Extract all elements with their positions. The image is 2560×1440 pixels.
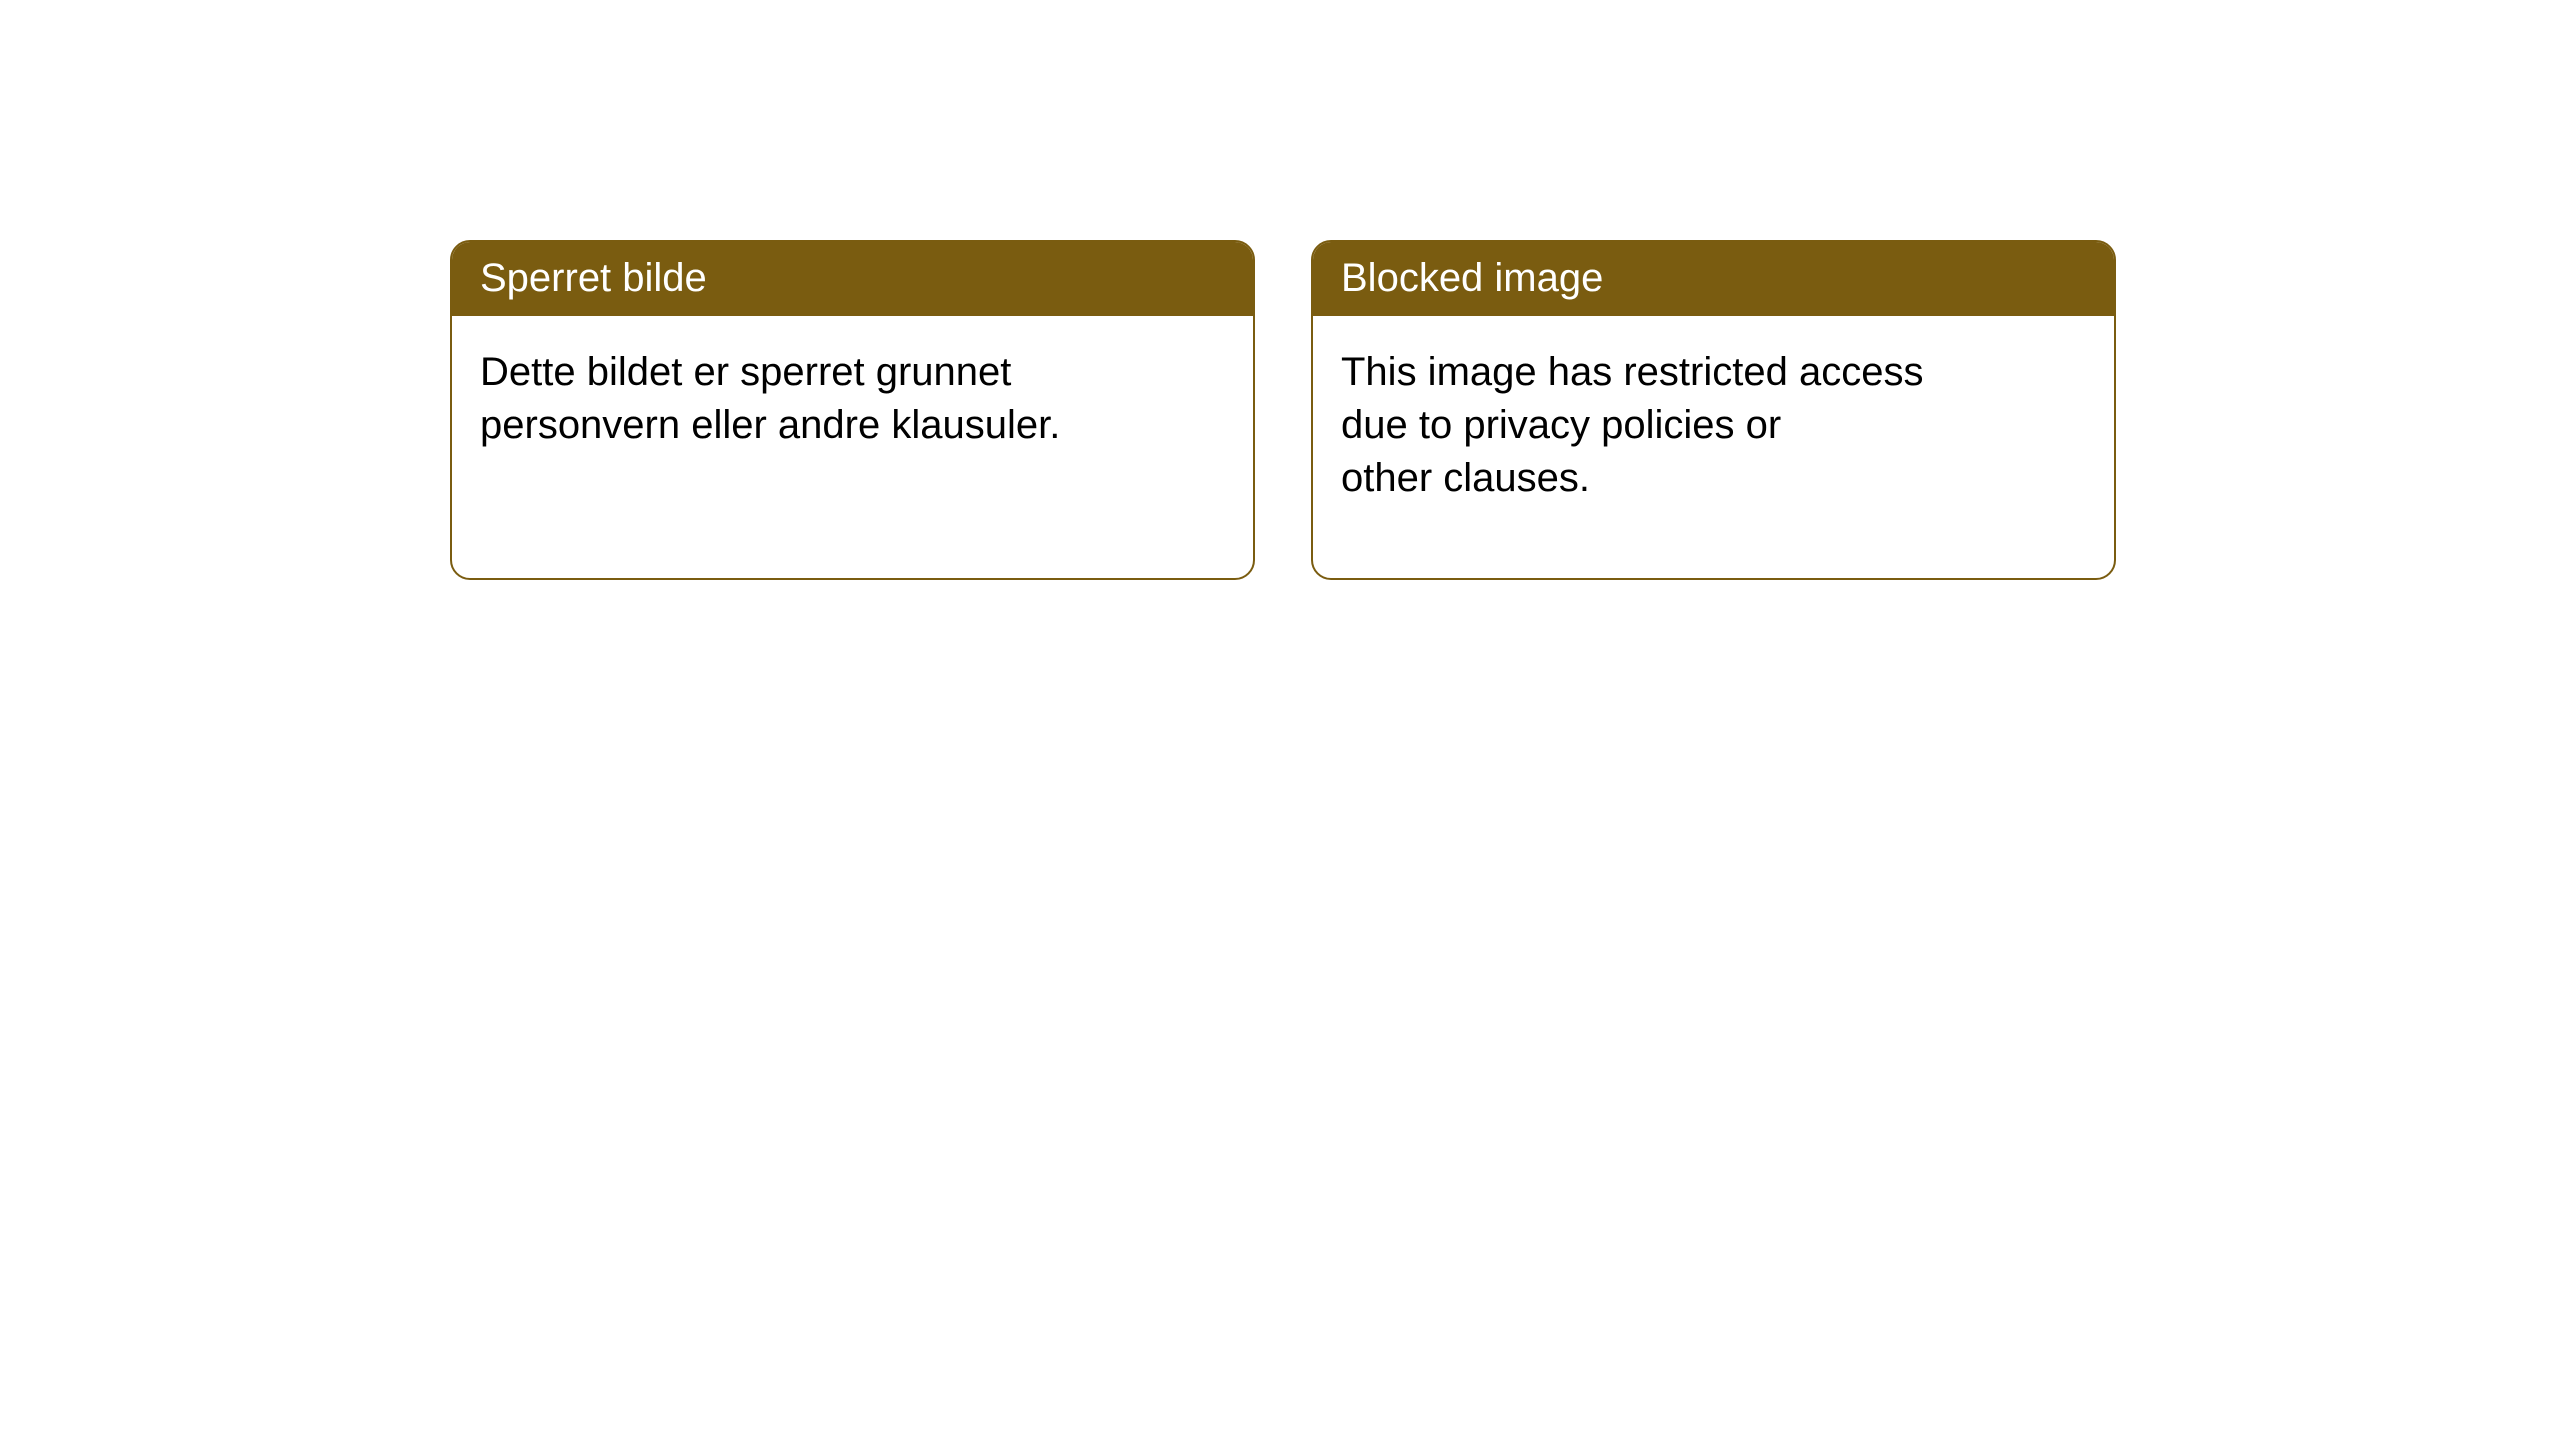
notice-header: Blocked image — [1313, 242, 2114, 316]
notice-header: Sperret bilde — [452, 242, 1253, 316]
notice-card-norwegian: Sperret bilde Dette bildet er sperret gr… — [450, 240, 1255, 580]
notice-container: Sperret bilde Dette bildet er sperret gr… — [450, 240, 2116, 580]
notice-body: This image has restricted access due to … — [1313, 316, 2114, 534]
notice-card-english: Blocked image This image has restricted … — [1311, 240, 2116, 580]
notice-body: Dette bildet er sperret grunnet personve… — [452, 316, 1253, 482]
